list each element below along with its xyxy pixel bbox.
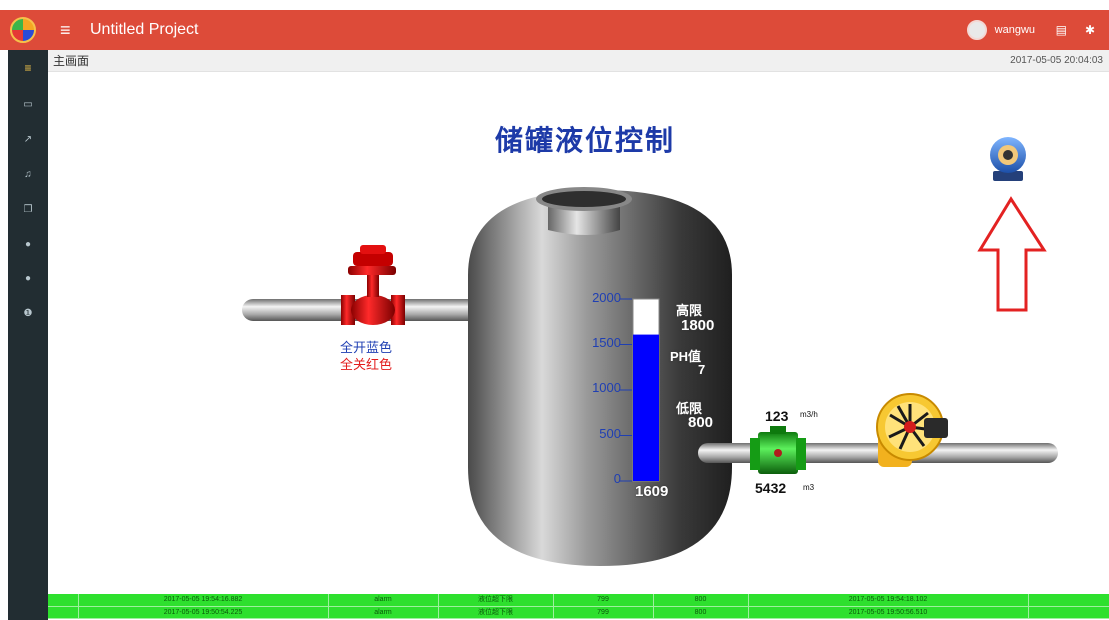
alarm-row[interactable]: 2017-05-05 19:54:16.882 alarm 液位超下限 799 800 2… bbox=[48, 594, 1109, 607]
info-icon: ❶ bbox=[23, 307, 33, 319]
flow-rate-unit: m3/h bbox=[800, 410, 818, 419]
sidebar-item-users[interactable]: ● bbox=[8, 266, 48, 290]
top-bar: ≡ Untitled Project wangwu ▤ ✱ bbox=[0, 10, 1109, 50]
alarm-cell: 2017-05-05 19:54:18.102 bbox=[748, 594, 1029, 607]
chart-icon: ↗ bbox=[23, 133, 33, 145]
ph-value: 7 bbox=[698, 362, 706, 377]
alarm-cell: alarm bbox=[328, 594, 439, 607]
app-title[interactable]: Untitled Project bbox=[90, 21, 199, 38]
alarm-cell: alarm bbox=[328, 606, 439, 619]
alarm-table: 2017-05-05 19:54:16.882 alarm 液位超下限 799 800 2… bbox=[48, 594, 1109, 619]
scale-label-1500: 1500 bbox=[592, 335, 621, 350]
alarm-cell: 2017-05-05 19:50:54.225 bbox=[78, 606, 329, 619]
sidebar-item-alarm[interactable]: ♫ bbox=[8, 162, 48, 186]
flow-total-unit: m3 bbox=[803, 483, 815, 492]
control-valve[interactable] bbox=[341, 245, 405, 325]
alarm-cell bbox=[1028, 594, 1109, 607]
alarm-cell: 799 bbox=[553, 594, 654, 607]
hamburger-icon[interactable]: ≡ bbox=[60, 20, 71, 40]
valve-closed-legend: 全关红色 bbox=[340, 357, 393, 372]
scale-label-2000: 2000 bbox=[592, 290, 621, 305]
alarm-cell bbox=[1028, 606, 1109, 619]
scale-label-500: 500 bbox=[599, 426, 621, 441]
users-icon: ● bbox=[24, 272, 32, 284]
datetime: 2017-05-05 20:04:03 bbox=[1010, 55, 1103, 66]
sidebar-item-info[interactable]: ❶ bbox=[8, 301, 48, 325]
alarm-cell: 液位超下限 bbox=[438, 594, 554, 607]
sidebar-item-copy[interactable]: ❐ bbox=[8, 197, 48, 221]
breadcrumb-bar: 主画面 2017-05-05 20:04:03 bbox=[48, 50, 1109, 72]
alarm-cell: 液位超下限 bbox=[438, 606, 554, 619]
low-limit-label: 低限 bbox=[676, 401, 703, 416]
gear-icon[interactable]: ✱ bbox=[1084, 23, 1095, 37]
bell-icon: ♫ bbox=[24, 168, 32, 180]
sidebar-item-chart[interactable]: ↗ bbox=[8, 127, 48, 151]
breadcrumb: 主画面 bbox=[53, 54, 90, 68]
high-limit-value: 1800 bbox=[681, 317, 715, 334]
low-limit-value: 800 bbox=[688, 414, 714, 431]
alarm-cell: 2017-05-05 19:54:16.882 bbox=[78, 594, 329, 607]
user-icon: ● bbox=[24, 238, 32, 250]
sidebar-item-map[interactable]: ▭ bbox=[8, 92, 48, 116]
pump[interactable] bbox=[876, 393, 948, 467]
sidebar-item-user[interactable]: ● bbox=[8, 232, 48, 256]
process-scene bbox=[242, 137, 1058, 566]
flow-meter[interactable] bbox=[750, 426, 806, 474]
level-bar-fill bbox=[633, 334, 659, 481]
scale-label-0: 0 bbox=[613, 471, 621, 486]
storage-tank bbox=[468, 190, 732, 566]
alarm-row[interactable]: 2017-05-05 19:50:54.225 alarm 液位超下限 799 800 2… bbox=[48, 606, 1109, 619]
valve-open-legend: 全开蓝色 bbox=[340, 340, 393, 355]
list-icon[interactable]: ▤ bbox=[1055, 23, 1067, 37]
avatar bbox=[966, 20, 987, 40]
alarm-cell: 800 bbox=[653, 594, 749, 607]
alarm-cell: 799 bbox=[553, 606, 654, 619]
tank-neck bbox=[548, 205, 620, 235]
copy-icon: ❐ bbox=[23, 203, 33, 215]
alarm-cell bbox=[48, 606, 79, 619]
alarm-cell: 2017-05-05 19:50:56.510 bbox=[748, 606, 1029, 619]
username: wangwu bbox=[994, 24, 1035, 36]
up-arrow-icon bbox=[977, 196, 1047, 312]
scale-label-1000: 1000 bbox=[592, 380, 621, 395]
user-menu[interactable]: wangwu bbox=[966, 20, 1035, 40]
level-value: 1609 bbox=[635, 483, 669, 500]
webcam-icon[interactable] bbox=[990, 137, 1026, 181]
flow-rate-value: 123 bbox=[765, 408, 789, 424]
dashboard-icon: ≡ bbox=[24, 61, 32, 75]
app-logo[interactable] bbox=[10, 17, 36, 43]
sidebar-item-dashboard[interactable]: ≡ bbox=[8, 56, 48, 80]
alarm-cell: 800 bbox=[653, 606, 749, 619]
flow-total-value: 5432 bbox=[755, 480, 787, 496]
high-limit-label: 高限 bbox=[676, 303, 703, 318]
sidebar: ≡ ▭ ↗ ♫ ❐ ● ● ❶ bbox=[8, 50, 48, 620]
scene-title: 储罐液位控制 bbox=[494, 124, 675, 157]
map-icon: ▭ bbox=[23, 98, 33, 110]
level-scale bbox=[620, 298, 632, 482]
alarm-cell bbox=[48, 594, 79, 607]
ph-label: PH值 bbox=[670, 349, 702, 364]
